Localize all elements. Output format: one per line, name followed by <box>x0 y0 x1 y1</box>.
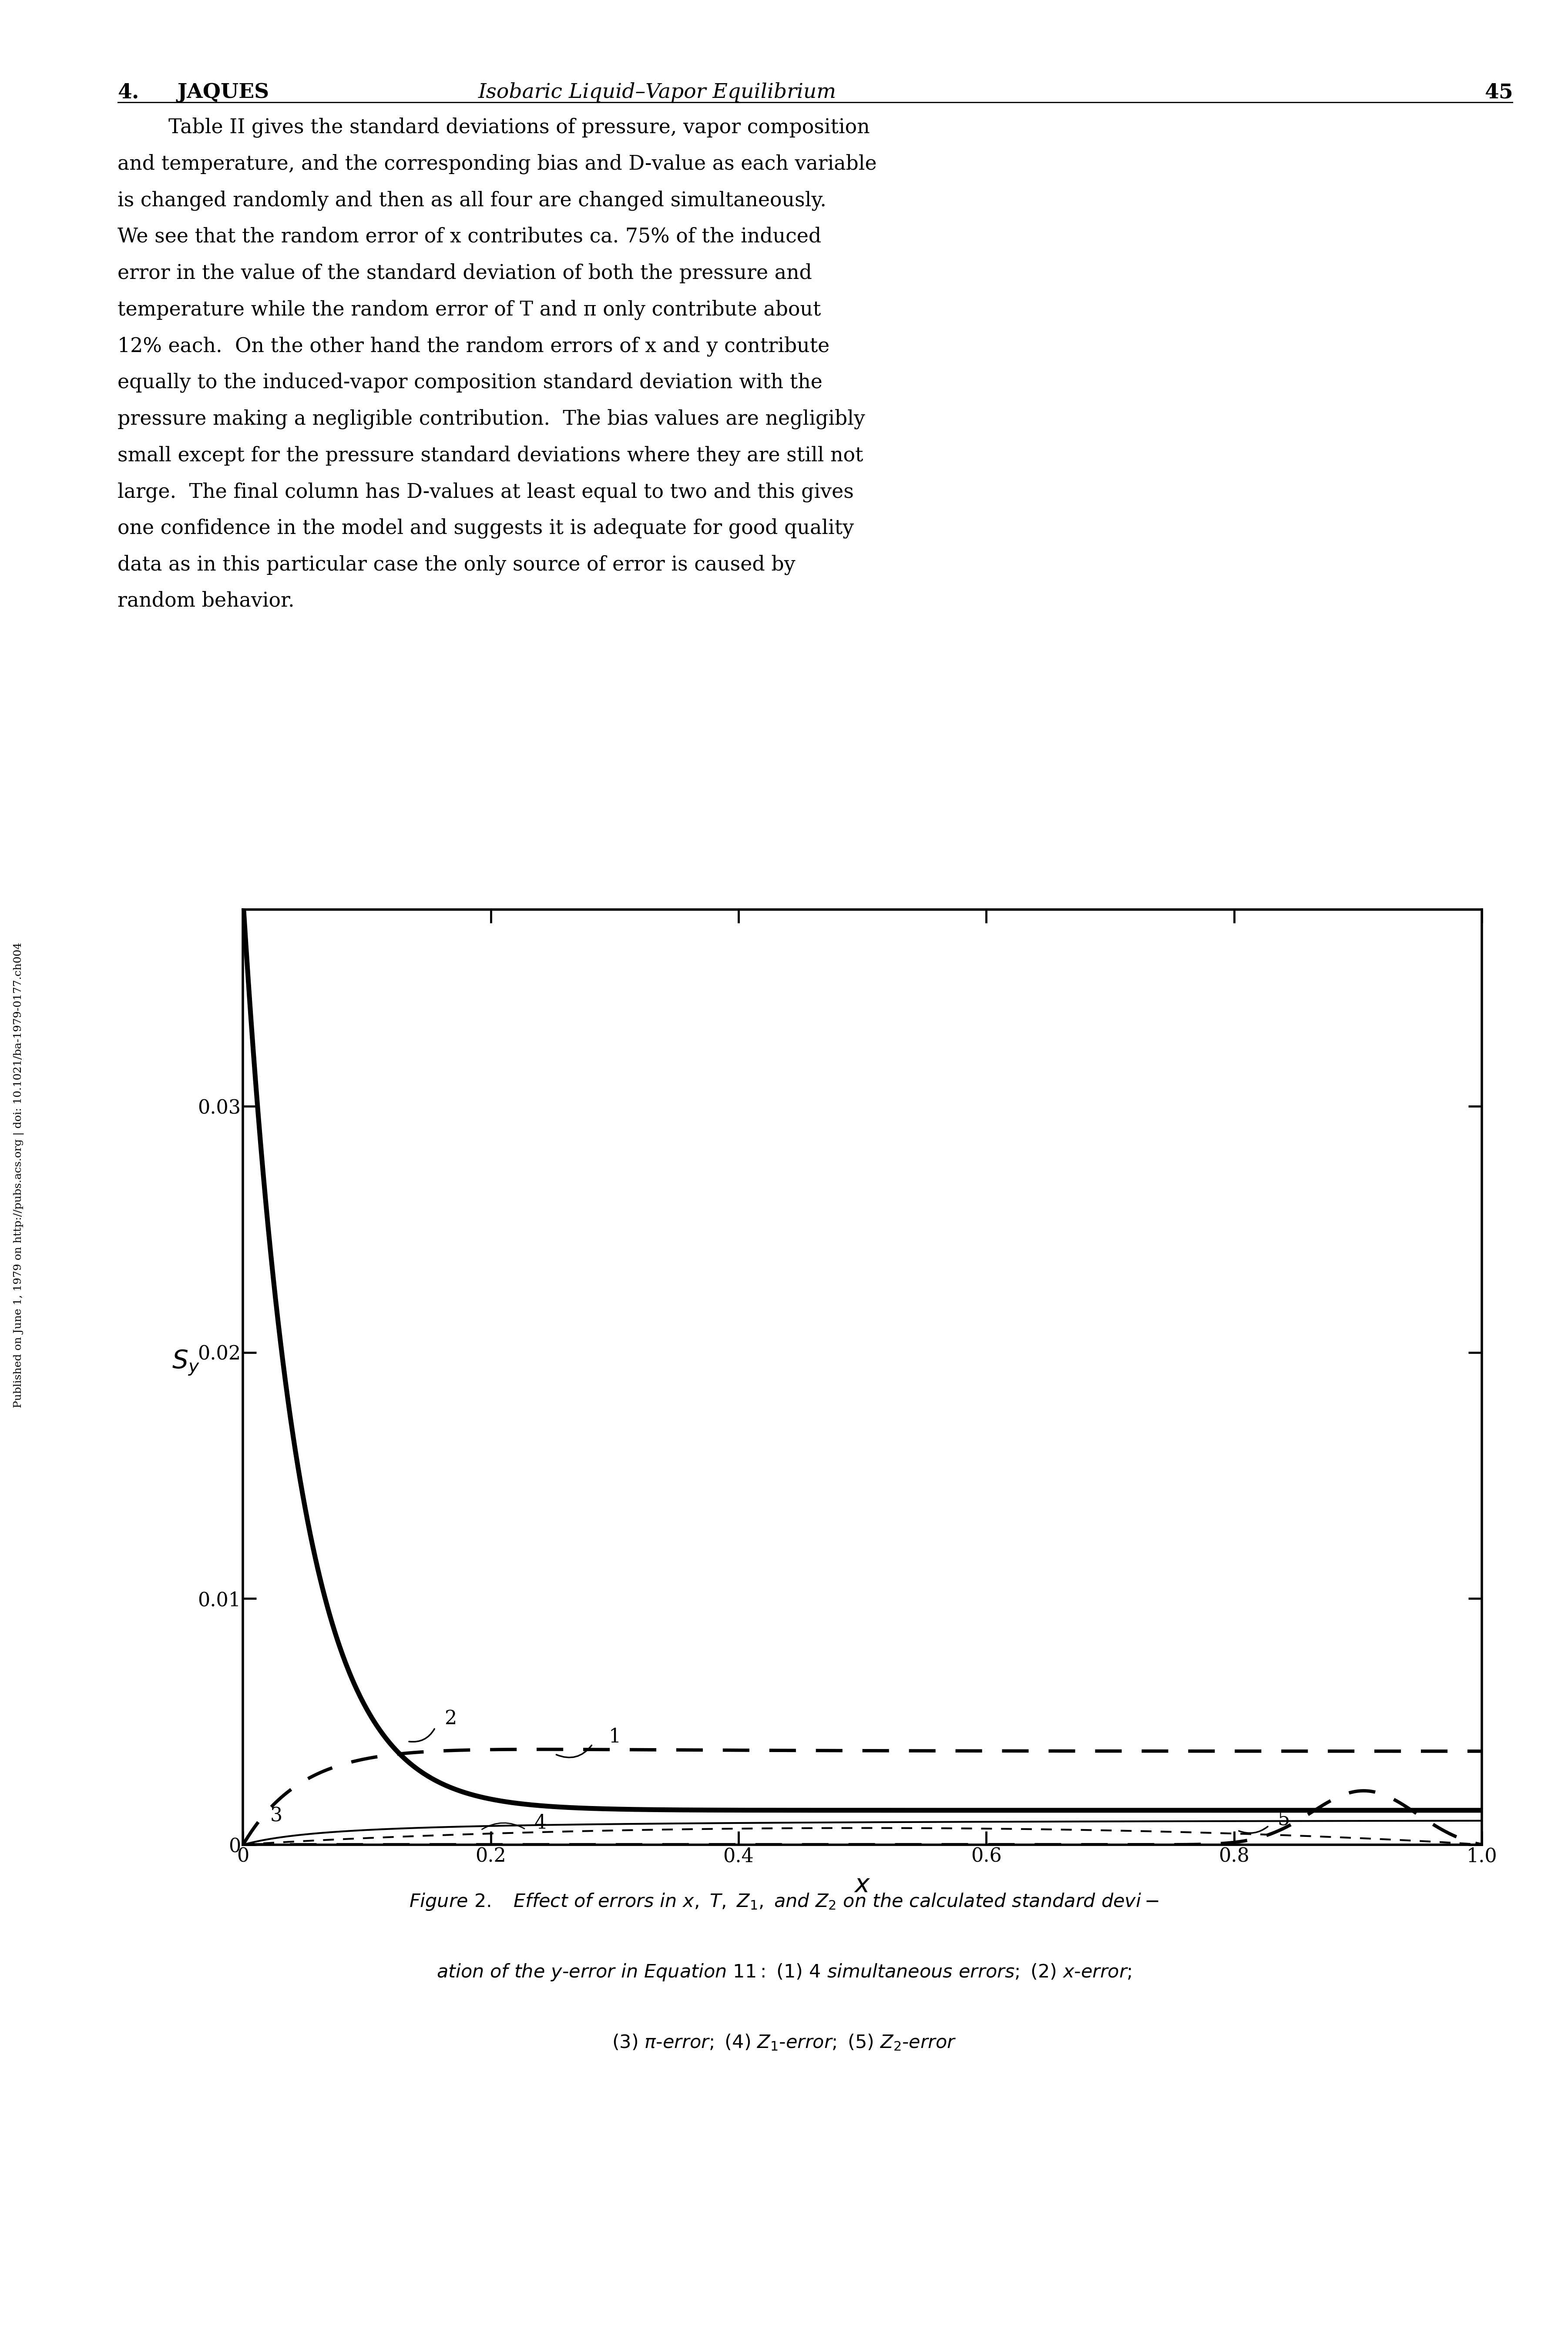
Text: 4.: 4. <box>118 82 140 103</box>
Text: pressure making a negligible contribution.  The bias values are negligibly: pressure making a negligible contributio… <box>118 409 866 430</box>
Text: and temperature, and the corresponding bias and D-value as each variable: and temperature, and the corresponding b… <box>118 155 877 174</box>
Text: $\mathit{ation\ of\ the\ y\text{-}error\ in\ Equation\ 11:\ (1)\ 4\ simultaneous: $\mathit{ation\ of\ the\ y\text{-}error\… <box>436 1962 1132 1983</box>
Text: is changed randomly and then as all four are changed simultaneously.: is changed randomly and then as all four… <box>118 190 826 212</box>
Text: equally to the induced-vapor composition standard deviation with the: equally to the induced-vapor composition… <box>118 374 823 392</box>
Text: We see that the random error of x contributes ca. 75% of the induced: We see that the random error of x contri… <box>118 228 822 247</box>
Y-axis label: $S_y$: $S_y$ <box>172 1349 199 1377</box>
X-axis label: $x$: $x$ <box>855 1873 870 1896</box>
Text: small except for the pressure standard deviations where they are still not: small except for the pressure standard d… <box>118 446 864 465</box>
Text: 5: 5 <box>1278 1810 1289 1828</box>
Text: $\mathit{(3)\ \pi\text{-}error;\ (4)\ Z_1\text{-}error;\ (5)\ Z_2\text{-}error}$: $\mathit{(3)\ \pi\text{-}error;\ (4)\ Z_… <box>612 2033 956 2052</box>
Text: random behavior.: random behavior. <box>118 592 295 611</box>
Text: Published on June 1, 1979 on http://pubs.acs.org | doi: 10.1021/ba-1979-0177.ch0: Published on June 1, 1979 on http://pubs… <box>14 942 24 1408</box>
Text: one confidence in the model and suggests it is adequate for good quality: one confidence in the model and suggests… <box>118 519 855 538</box>
Text: large.  The final column has D-values at least equal to two and this gives: large. The final column has D-values at … <box>118 482 855 503</box>
Text: 3: 3 <box>270 1807 282 1826</box>
Text: 1: 1 <box>608 1727 621 1746</box>
Text: temperature while the random error of T and π only contribute about: temperature while the random error of T … <box>118 301 822 320</box>
Text: Isobaric Liquid–Vapor Equilibrium: Isobaric Liquid–Vapor Equilibrium <box>478 82 836 103</box>
Text: Table II gives the standard deviations of pressure, vapor composition: Table II gives the standard deviations o… <box>118 118 870 139</box>
Text: JAQUES: JAQUES <box>177 82 270 103</box>
Text: 2: 2 <box>445 1708 458 1727</box>
Text: 4: 4 <box>535 1814 547 1833</box>
Text: 45: 45 <box>1485 82 1513 103</box>
Text: data as in this particular case the only source of error is caused by: data as in this particular case the only… <box>118 555 795 576</box>
Text: $\bf{\mathit{Figure\ 2.}}$   $\mathit{Effect\ of\ errors\ in\ x,\ T,\ Z_1,\ and\: $\bf{\mathit{Figure\ 2.}}$ $\mathit{Effe… <box>409 1892 1159 1913</box>
Text: 12% each.  On the other hand the random errors of x and y contribute: 12% each. On the other hand the random e… <box>118 336 829 357</box>
Text: error in the value of the standard deviation of both the pressure and: error in the value of the standard devia… <box>118 263 812 284</box>
